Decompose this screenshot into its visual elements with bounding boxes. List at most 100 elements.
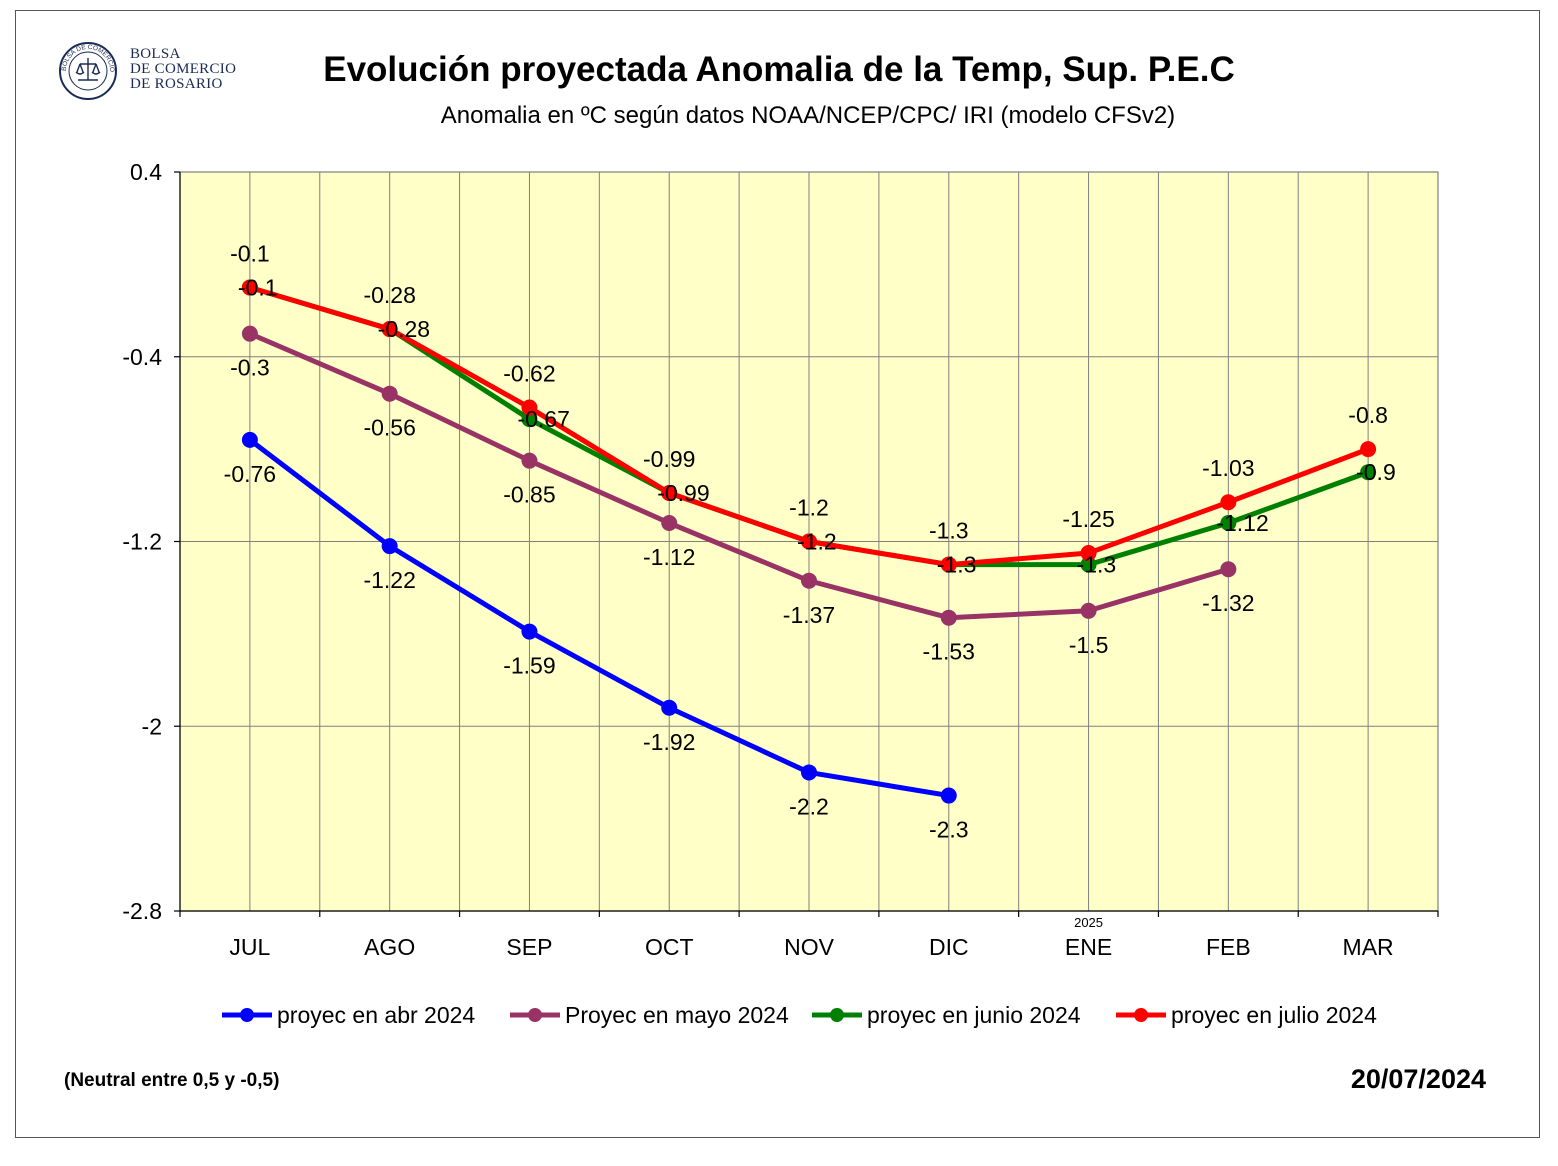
data-point bbox=[1080, 545, 1097, 562]
chart-subtitle: Anomalia en ºC según datos NOAA/NCEP/CPC… bbox=[440, 102, 1176, 129]
legend-label: proyec en junio 2024 bbox=[867, 1002, 1081, 1028]
bolsa-logo: BOLSA DE COMERCIO DE ROSARIO bbox=[56, 40, 117, 100]
legend-swatch-marker bbox=[830, 1008, 844, 1022]
y-tick-label: -2.8 bbox=[122, 898, 162, 924]
data-point bbox=[1220, 494, 1237, 511]
data-point bbox=[940, 787, 957, 804]
legend-label: proyec en abr 2024 bbox=[277, 1002, 475, 1028]
data-label: -0.1 bbox=[238, 274, 278, 300]
data-label: -1.22 bbox=[363, 567, 415, 593]
data-label: -1.3 bbox=[1077, 552, 1117, 578]
data-label: -2.3 bbox=[929, 817, 969, 843]
data-label: -0.1 bbox=[230, 240, 270, 266]
x-tick-label: FEB bbox=[1206, 934, 1251, 960]
legend: proyec en abr 2024 Proyec en mayo 2024 pro… bbox=[222, 1002, 1377, 1028]
data-point bbox=[1360, 464, 1377, 481]
series-points bbox=[241, 279, 1377, 804]
legend-label: proyec en julio 2024 bbox=[1171, 1002, 1377, 1028]
legend-label: Proyec en mayo 2024 bbox=[565, 1002, 789, 1028]
org-line-2: DE COMERCIO bbox=[130, 61, 237, 77]
data-label: -0.67 bbox=[517, 406, 569, 432]
data-label: -0.76 bbox=[224, 461, 276, 487]
org-name: BOLSA DE COMERCIO DE ROSARIO bbox=[130, 47, 236, 92]
data-label: -1.32 bbox=[1202, 590, 1254, 616]
y-tick-labels: 0.4 -0.4 -1.2 -2 -2.8 bbox=[122, 159, 162, 924]
org-line-3: DE ROSARIO bbox=[130, 76, 223, 92]
data-label: -0.99 bbox=[643, 446, 695, 472]
data-point bbox=[241, 279, 258, 296]
y-tick-label: -0.4 bbox=[122, 344, 162, 370]
x-tick-label: ENE bbox=[1065, 934, 1112, 960]
y-tick-label: 0.4 bbox=[130, 159, 162, 185]
data-point bbox=[940, 609, 957, 626]
data-point bbox=[661, 515, 678, 532]
data-label: -1.92 bbox=[643, 729, 695, 755]
data-point bbox=[241, 325, 258, 342]
data-label: -1.59 bbox=[503, 653, 555, 679]
data-point bbox=[801, 533, 817, 550]
data-labels: -0.76 -1.22 -1.59 -1.92 -2.2 -2.3 -0.3 -0.56 -0.… bbox=[224, 240, 1396, 842]
data-point bbox=[1080, 556, 1097, 573]
data-label: -0.9 bbox=[1356, 459, 1396, 485]
chart-title: Evolución proyectada Anomalia de la Temp… bbox=[323, 50, 1235, 89]
legend-swatch-marker bbox=[240, 1008, 254, 1022]
data-point bbox=[940, 556, 957, 573]
neutral-note: (Neutral entre 0,5 y -0,5) bbox=[64, 1070, 280, 1091]
data-label: -0.99 bbox=[657, 480, 709, 506]
legend-swatch-marker bbox=[528, 1008, 542, 1022]
y-tick-label: -1.2 bbox=[122, 529, 162, 555]
x-tick-label: OCT bbox=[645, 934, 694, 960]
data-label: -1.12 bbox=[643, 544, 695, 570]
data-point bbox=[661, 699, 678, 716]
data-label: -0.85 bbox=[503, 482, 555, 508]
x-tick-label: AGO bbox=[364, 934, 415, 960]
data-point bbox=[661, 485, 678, 502]
data-point bbox=[521, 452, 538, 469]
x-tick-label: JUL bbox=[229, 934, 270, 960]
data-point bbox=[521, 411, 538, 428]
y-tick-label: -2 bbox=[142, 713, 162, 739]
data-label: -0.62 bbox=[503, 361, 555, 387]
series-line-1 bbox=[248, 437, 950, 798]
data-label: -2.2 bbox=[789, 793, 829, 819]
x-tick-label: SEP bbox=[506, 934, 552, 960]
data-label: -0.56 bbox=[363, 415, 415, 441]
x-tick-label: NOV bbox=[784, 934, 835, 960]
data-point bbox=[241, 431, 258, 448]
data-label: -0.28 bbox=[363, 282, 415, 308]
data-point bbox=[1220, 515, 1237, 532]
x-tick-label: DIC bbox=[929, 934, 969, 960]
x-tick-labels: JUL AGO SEP OCT NOV DIC ENE FEB MAR 2025 bbox=[229, 915, 1393, 960]
data-label: -1.12 bbox=[1216, 510, 1268, 536]
chart-frame bbox=[15, 10, 1540, 1138]
org-line-1: BOLSA bbox=[130, 46, 181, 62]
data-label: -1.53 bbox=[923, 639, 975, 665]
data-point bbox=[1220, 561, 1237, 578]
data-label: -1.3 bbox=[929, 518, 969, 544]
data-point bbox=[521, 623, 538, 640]
data-point bbox=[381, 385, 398, 402]
data-point bbox=[1080, 602, 1097, 619]
series-line-2 bbox=[248, 331, 1230, 621]
report-date: 20/07/2024 bbox=[1350, 1064, 1486, 1094]
data-label: -0.3 bbox=[230, 355, 270, 381]
x-tick-label: MAR bbox=[1343, 934, 1394, 960]
data-point bbox=[521, 399, 538, 416]
data-label: -1.2 bbox=[797, 529, 837, 555]
data-label: -1.25 bbox=[1062, 506, 1114, 532]
axes bbox=[174, 171, 1439, 917]
data-label: -1.5 bbox=[1069, 632, 1109, 658]
data-label: -1.3 bbox=[937, 552, 977, 578]
data-label: -1.03 bbox=[1202, 455, 1254, 481]
data-point bbox=[1360, 441, 1377, 458]
data-label: -0.28 bbox=[378, 316, 430, 342]
data-label: -1.2 bbox=[789, 495, 829, 521]
data-label: -0.8 bbox=[1348, 402, 1388, 428]
year-annotation: 2025 bbox=[1074, 915, 1103, 930]
data-point bbox=[381, 538, 398, 555]
data-point bbox=[381, 321, 398, 338]
legend-swatch-marker bbox=[1134, 1008, 1148, 1022]
data-label: -1.37 bbox=[783, 602, 835, 628]
data-point bbox=[801, 572, 817, 589]
